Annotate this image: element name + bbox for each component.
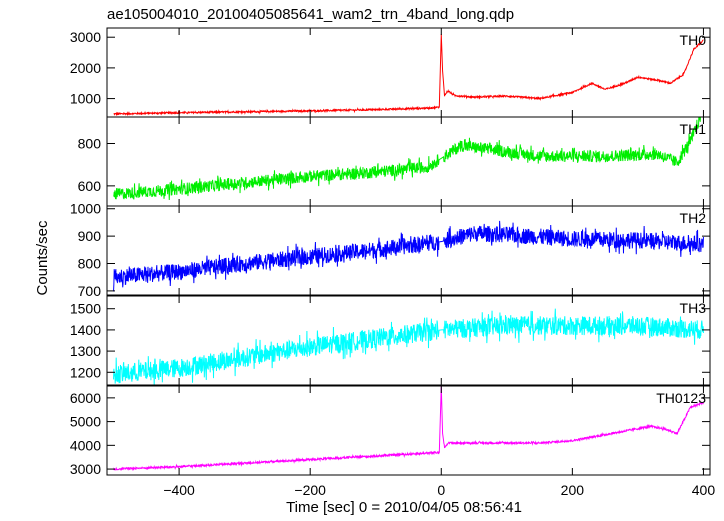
x-tick-label: 200 <box>561 482 585 498</box>
x-tick-label: −400 <box>163 482 195 498</box>
y-tick-label: 3000 <box>70 29 101 45</box>
series-label-th1: TH1 <box>680 121 707 137</box>
series-th1-line <box>113 117 702 200</box>
y-tick-label: 700 <box>78 283 102 299</box>
series-th2-line <box>113 220 704 292</box>
chart-title: ae105004010_20100405085641_wam2_trn_4ban… <box>107 6 514 23</box>
x-tick-label: −200 <box>294 482 326 498</box>
series-label-th2: TH2 <box>680 210 707 226</box>
y-tick-label: 800 <box>78 256 102 272</box>
panel-frame <box>106 27 711 118</box>
series-label-th0123: TH0123 <box>656 390 706 406</box>
y-axis-label: Counts/sec <box>34 220 51 296</box>
panel-th0123: 3000 4000 5000 6000 TH0123 <box>70 385 711 477</box>
x-tick-label: 0 <box>437 482 445 498</box>
y-tick-label: 1500 <box>70 301 101 317</box>
y-tick-label: 1000 <box>70 91 101 107</box>
y-tick-label: 1200 <box>70 364 101 380</box>
y-tick-label: 4000 <box>70 437 101 453</box>
panel-th1: 600 800 TH1 <box>78 116 711 207</box>
series-th0-line <box>113 34 704 117</box>
x-tick-label: 400 <box>692 482 716 498</box>
y-tick-label: 5000 <box>70 414 101 430</box>
panel-frame <box>106 295 711 386</box>
panel-th2: 700 800 900 1000 TH2 <box>70 201 711 299</box>
y-tick-label: 1300 <box>70 343 101 359</box>
panel-frame <box>106 205 711 296</box>
series-label-th3: TH3 <box>680 300 707 316</box>
panel-frame <box>106 385 711 476</box>
series-th0123-line <box>113 386 704 472</box>
y-tick-label: 2000 <box>70 60 101 76</box>
series-th3-line <box>113 308 704 385</box>
y-tick-label: 1000 <box>70 201 101 217</box>
y-tick-label: 3000 <box>70 461 101 477</box>
y-tick-label: 6000 <box>70 390 101 406</box>
panel-th3: 1200 1300 1400 1500 TH3 <box>70 295 711 386</box>
y-tick-label: 900 <box>78 228 102 244</box>
y-tick-label: 800 <box>78 135 102 151</box>
series-label-th0: TH0 <box>680 32 707 48</box>
y-tick-label: 1400 <box>70 322 101 338</box>
y-tick-label: 600 <box>78 178 102 194</box>
x-axis-label: Time [sec] 0 = 2010/04/05 08:56:41 <box>286 499 522 516</box>
panel-th0: 1000 2000 3000 TH0 <box>70 27 711 118</box>
